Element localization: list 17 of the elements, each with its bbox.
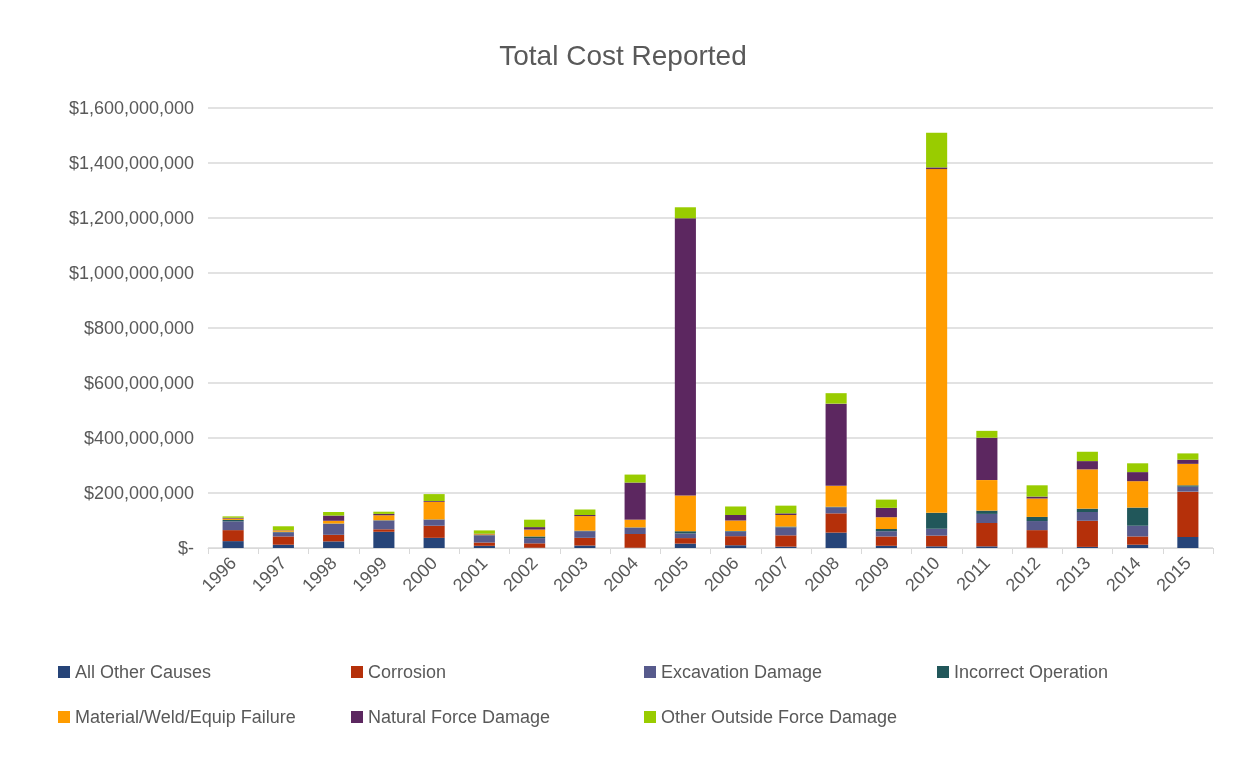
y-tick-label: $600,000,000 bbox=[83, 373, 194, 393]
legend-label: Excavation Damage bbox=[661, 662, 823, 682]
legend-label: Corrosion bbox=[368, 662, 447, 682]
y-tick-label: $1,400,000,000 bbox=[68, 153, 194, 173]
legend-label: Material/Weld/Equip Failure bbox=[75, 707, 296, 727]
y-tick-label: $200,000,000 bbox=[83, 483, 194, 503]
y-tick-label: $1,200,000,000 bbox=[68, 208, 194, 228]
y-tick-label: $800,000,000 bbox=[83, 318, 194, 338]
y-tick-label: $1,600,000,000 bbox=[68, 98, 194, 118]
legend-label: All Other Causes bbox=[75, 662, 212, 682]
y-tick-label: $400,000,000 bbox=[83, 428, 194, 448]
legend-label: Incorrect Operation bbox=[954, 662, 1109, 682]
y-tick-label: $1,000,000,000 bbox=[68, 263, 194, 283]
y-tick-label: $- bbox=[177, 538, 194, 558]
legend-label: Natural Force Damage bbox=[368, 707, 551, 727]
chart-title: Total Cost Reported bbox=[499, 39, 747, 71]
legend-label: Other Outside Force Damage bbox=[661, 707, 898, 727]
